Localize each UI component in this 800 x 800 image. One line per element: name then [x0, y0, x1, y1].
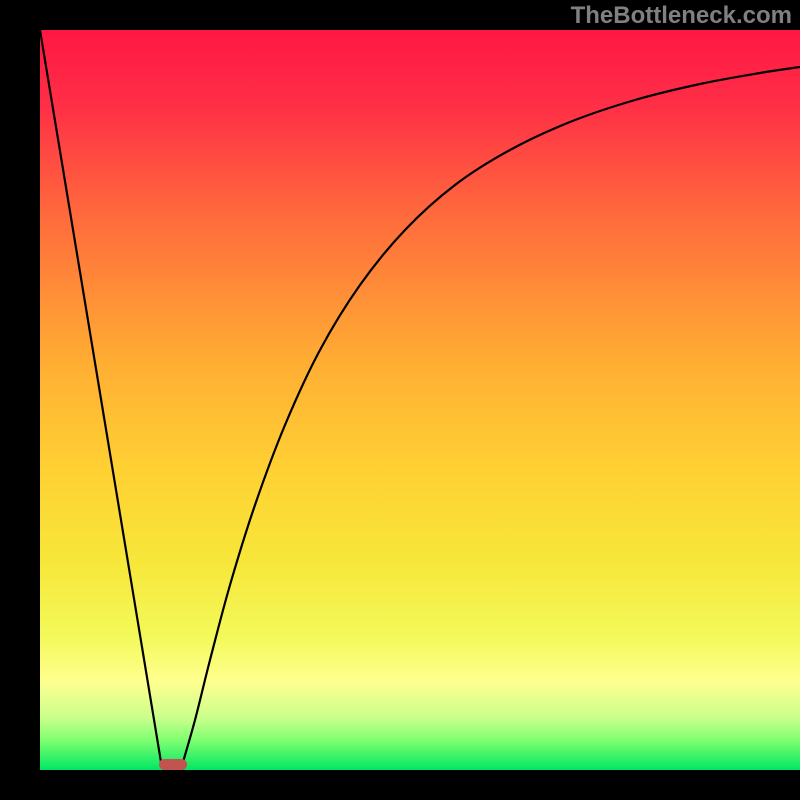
plot-area [40, 30, 800, 770]
watermark-text: TheBottleneck.com [571, 2, 792, 30]
valley-marker [159, 759, 187, 770]
chart-svg [0, 0, 800, 800]
bottleneck-chart: TheBottleneck.com [0, 0, 800, 800]
